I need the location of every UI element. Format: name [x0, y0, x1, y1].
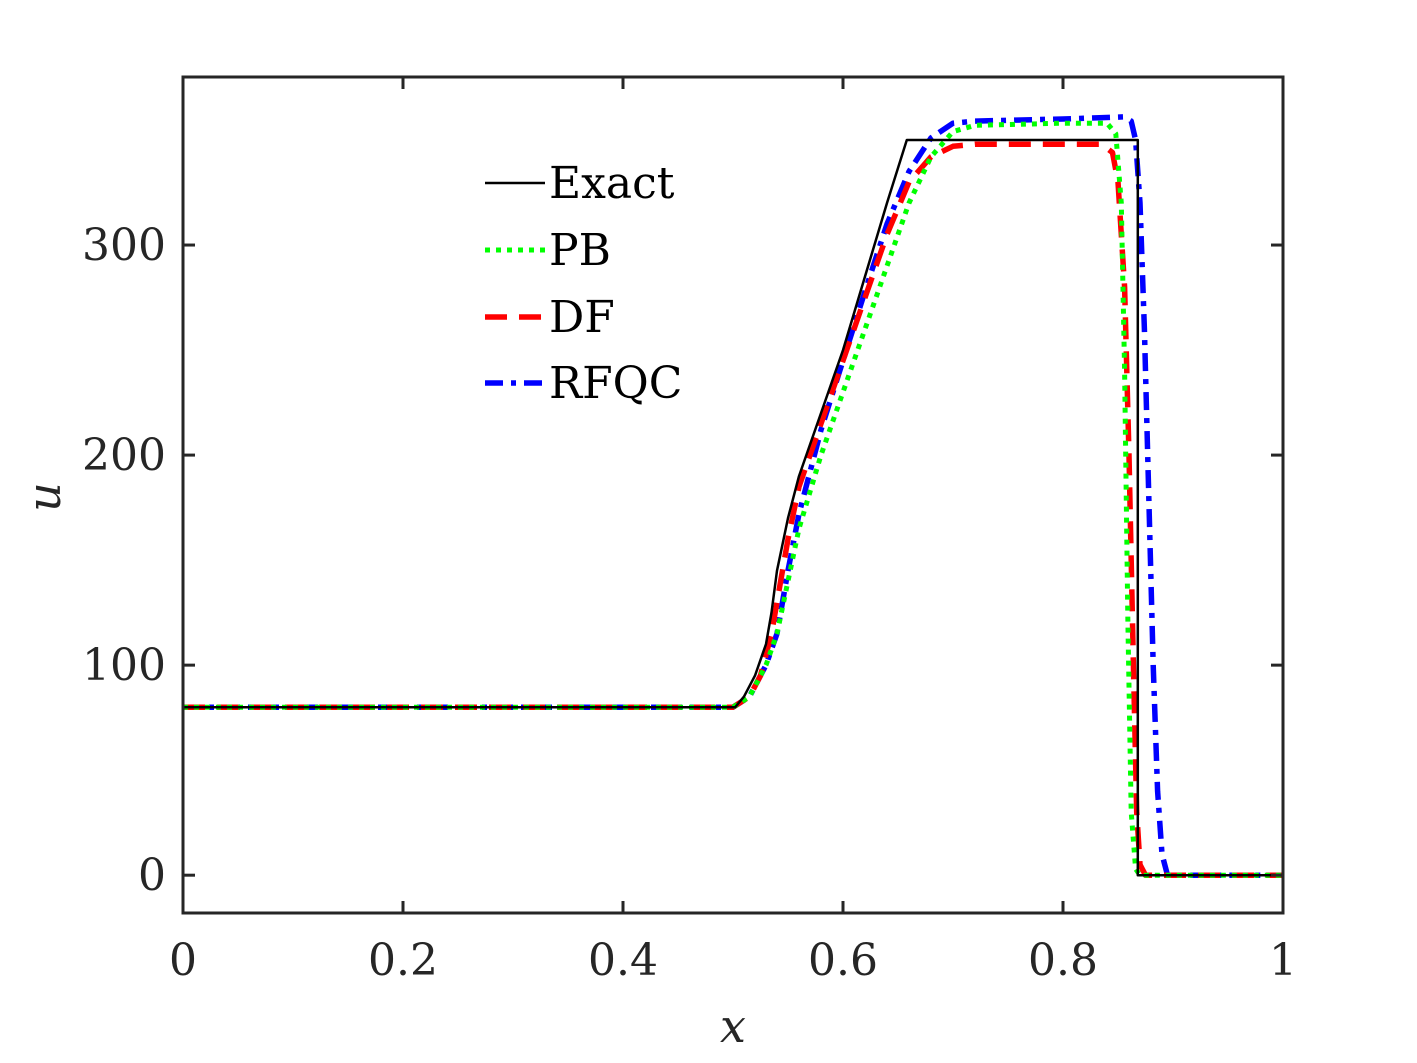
y-tick-label: 0	[138, 850, 166, 901]
x-axis-label: x	[720, 999, 746, 1053]
y-tick-label: 100	[82, 640, 166, 691]
ticks-layer: 0 0.2 0.4 0.6 0.8 1 0 100 200 300	[82, 77, 1297, 986]
y-tick-label: 200	[82, 430, 166, 481]
x-tick-label: 0.4	[588, 935, 658, 986]
x-tick-label: 0.6	[808, 935, 878, 986]
legend-label-pb: PB	[549, 225, 611, 276]
x-tick-label: 1	[1269, 935, 1297, 986]
legend-label-exact: Exact	[549, 158, 675, 209]
series-line-pb	[183, 120, 1283, 878]
x-tick-label: 0	[169, 935, 197, 986]
legend-label-df: DF	[549, 292, 615, 343]
legend: Exact PB DF RFQC	[485, 158, 682, 409]
series-line-rfqc	[183, 114, 1283, 878]
plot-background	[183, 77, 1283, 913]
series-layer	[183, 114, 1283, 878]
x-tick-label: 0.8	[1028, 935, 1098, 986]
y-tick-label: 300	[82, 220, 166, 271]
legend-label-rfqc: RFQC	[549, 358, 682, 409]
y-axis-label: u	[17, 482, 71, 512]
series-line-exact	[183, 138, 1283, 877]
plot-frame	[181, 75, 1285, 915]
series-line-df	[183, 141, 1283, 878]
x-tick-label: 0.2	[368, 935, 438, 986]
